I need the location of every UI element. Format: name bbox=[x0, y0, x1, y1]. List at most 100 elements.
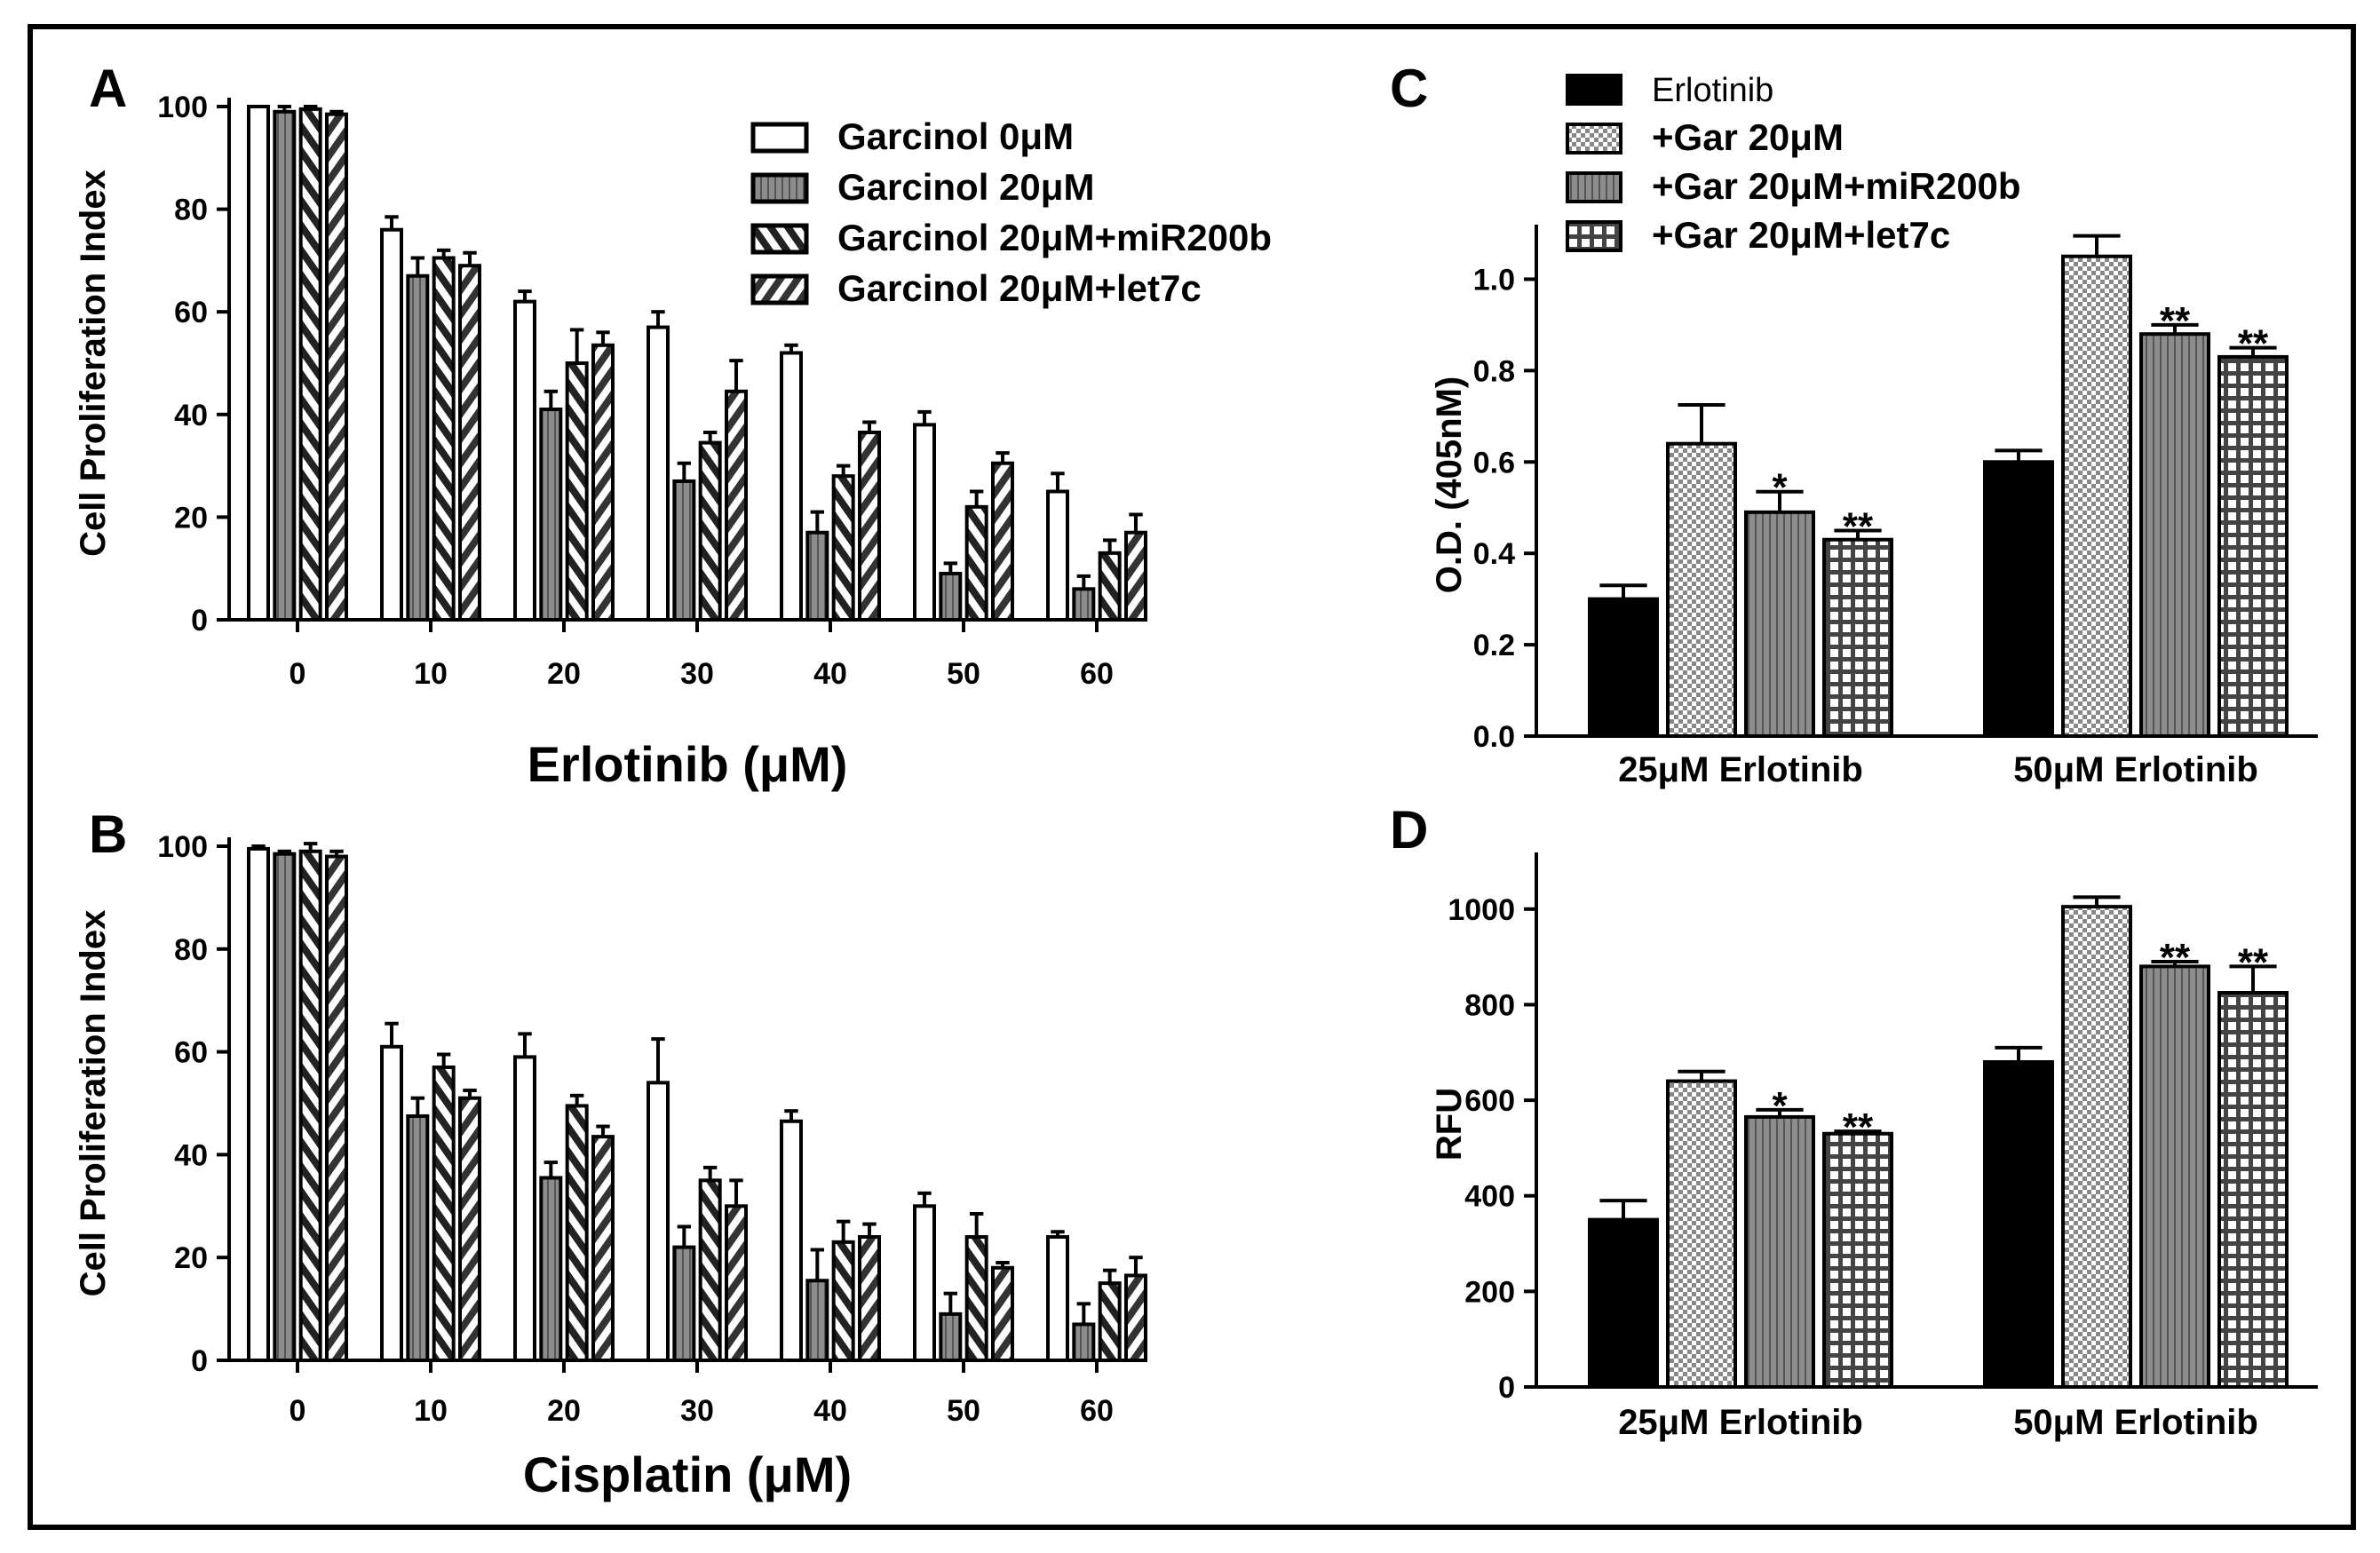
bar bbox=[2217, 991, 2289, 1389]
y-tick-label: 40 bbox=[174, 1138, 208, 1172]
y-axis-title: O.D. (405nM) bbox=[1430, 376, 1469, 593]
y-tick-label: 1000 bbox=[1448, 893, 1515, 927]
panel-letter-d: D bbox=[1390, 800, 1428, 860]
bar bbox=[380, 227, 403, 622]
bar bbox=[672, 1245, 696, 1362]
legend-swatch bbox=[750, 172, 809, 204]
x-tick-label: 20 bbox=[547, 657, 581, 691]
y-tick-label: 0 bbox=[191, 604, 208, 638]
significance-marker: ** bbox=[1843, 504, 1874, 548]
significance-marker: ** bbox=[1843, 1105, 1874, 1149]
figure-frame bbox=[28, 24, 2356, 1530]
bar bbox=[698, 1178, 722, 1362]
legend-label: Garcinol 20μM+let7c bbox=[837, 267, 1202, 309]
legend-label: Erlotinib bbox=[1652, 72, 1773, 109]
bar bbox=[1822, 537, 1893, 739]
y-tick-label: 0.2 bbox=[1473, 629, 1515, 662]
bar bbox=[964, 504, 988, 622]
bar bbox=[647, 1081, 670, 1362]
bar bbox=[273, 852, 297, 1362]
y-tick-label: 0.6 bbox=[1473, 446, 1515, 479]
bar bbox=[2139, 332, 2210, 738]
bar bbox=[780, 351, 803, 622]
y-tick-label: 600 bbox=[1464, 1084, 1515, 1118]
bar bbox=[591, 343, 615, 622]
bar bbox=[831, 1240, 855, 1362]
bar bbox=[1822, 1131, 1893, 1390]
x-tick-label: 50 bbox=[947, 1394, 980, 1428]
bar bbox=[298, 107, 322, 622]
legend-label: +Gar 20μM bbox=[1652, 116, 1844, 158]
bar bbox=[247, 105, 270, 622]
bar bbox=[2061, 254, 2132, 738]
x-tick-label: 60 bbox=[1080, 657, 1114, 691]
significance-marker: ** bbox=[2238, 940, 2269, 984]
bar bbox=[964, 1235, 988, 1363]
bar bbox=[1072, 587, 1096, 622]
bar bbox=[298, 849, 322, 1362]
x-tick-label: 0 bbox=[290, 1394, 306, 1428]
bar bbox=[991, 461, 1014, 622]
bar bbox=[647, 325, 670, 622]
y-tick-label: 20 bbox=[174, 501, 208, 535]
x-tick-label: 40 bbox=[813, 657, 847, 691]
bar bbox=[1983, 460, 2054, 738]
x-tick-label: 10 bbox=[414, 1394, 448, 1428]
bar bbox=[325, 112, 348, 622]
bar bbox=[1124, 1273, 1147, 1362]
x-tick-label: 40 bbox=[813, 1394, 847, 1428]
legend-swatch bbox=[1566, 220, 1622, 252]
bar bbox=[565, 361, 589, 622]
legend-label: +Gar 20μM+miR200b bbox=[1652, 165, 2021, 207]
bar bbox=[939, 571, 963, 622]
chart-c: 0.0 0.2 0.4 0.6 0.8 1.0 O.D. (405nM) 25μM Erlot… bbox=[1430, 72, 2318, 789]
bar bbox=[591, 1135, 615, 1363]
bar bbox=[406, 1113, 430, 1362]
group-label: 25μM Erlotinib bbox=[1618, 750, 1863, 789]
legend-label: +Gar 20μM+let7c bbox=[1652, 214, 1950, 256]
bar bbox=[458, 264, 481, 622]
bar bbox=[406, 273, 430, 622]
bar bbox=[858, 431, 881, 622]
y-tick-label: 80 bbox=[174, 194, 208, 227]
panel-letter-b: B bbox=[89, 804, 127, 864]
legend-label: Garcinol 20μM bbox=[837, 166, 1094, 208]
x-tick-label: 20 bbox=[547, 1394, 581, 1428]
bar bbox=[1046, 489, 1069, 622]
y-tick-label: 20 bbox=[174, 1241, 208, 1275]
legend-swatch bbox=[1566, 171, 1622, 203]
bar bbox=[2217, 354, 2289, 738]
legend-swatch bbox=[1566, 123, 1622, 155]
panel-letter-c: C bbox=[1390, 59, 1428, 118]
y-tick-label: 100 bbox=[157, 91, 208, 124]
y-tick-label: 80 bbox=[174, 933, 208, 967]
bar bbox=[1744, 510, 1815, 739]
bar bbox=[1744, 1114, 1815, 1389]
bar bbox=[1666, 1079, 1737, 1389]
significance-marker: * bbox=[1772, 466, 1788, 510]
y-axis-title: RFU bbox=[1430, 1088, 1469, 1161]
y-axis-title: Cell Proliferation Index bbox=[74, 910, 113, 1297]
bar bbox=[1072, 1322, 1096, 1362]
bar bbox=[780, 1119, 803, 1362]
bar bbox=[1098, 1281, 1122, 1363]
significance-marker: ** bbox=[2238, 322, 2269, 366]
y-tick-label: 60 bbox=[174, 1036, 208, 1070]
y-tick-label: 800 bbox=[1464, 988, 1515, 1022]
bar bbox=[672, 479, 696, 622]
bar bbox=[1124, 530, 1147, 622]
bar bbox=[2061, 905, 2132, 1389]
bar bbox=[380, 1044, 403, 1363]
bar bbox=[1588, 597, 1659, 738]
x-tick-label: 50 bbox=[947, 657, 980, 691]
y-axis-title: Cell Proliferation Index bbox=[74, 170, 113, 557]
bar bbox=[325, 854, 348, 1362]
bar bbox=[539, 408, 563, 622]
bar bbox=[539, 1176, 563, 1362]
legend-swatch bbox=[750, 122, 809, 154]
bar bbox=[913, 1204, 936, 1363]
bar bbox=[805, 530, 829, 622]
x-axis-title: Cisplatin (μM) bbox=[523, 1446, 852, 1502]
legend-swatch bbox=[750, 273, 809, 305]
